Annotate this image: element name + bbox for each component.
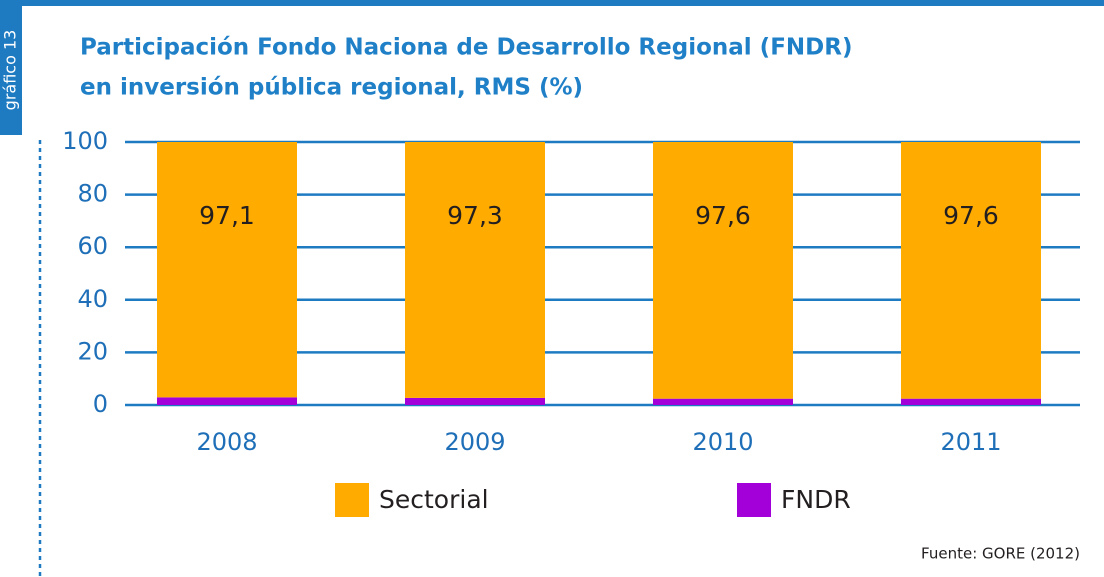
bar-segment [901,398,1041,405]
data-label: 97,3 [447,201,503,230]
data-label: 97,1 [199,201,255,230]
y-tick-label: 80 [77,180,108,208]
data-label: 97,6 [943,201,999,230]
legend-label: Sectorial [379,485,489,514]
data-label: 97,6 [695,201,751,230]
x-tick-label: 2010 [692,428,753,456]
source: Fuente: GORE (2012) [921,545,1080,563]
x-tick-label: 2008 [196,428,257,456]
bar-segment [405,142,545,398]
side-strip [0,0,22,135]
x-tick-label: 2009 [444,428,505,456]
bar-segment [157,142,297,398]
bar-segment [157,397,297,405]
legend-label: FNDR [781,485,851,514]
chart-title: Participación Fondo Naciona de Desarroll… [80,35,852,61]
top-border [0,0,1104,6]
legend-swatch [737,483,771,517]
y-tick-label: 0 [93,390,108,418]
bar-segment [653,142,793,399]
y-tick-label: 40 [77,285,108,313]
y-tick-label: 60 [77,232,108,260]
bar-segment [405,397,545,405]
x-tick-label: 2011 [940,428,1001,456]
bar-segment [901,142,1041,399]
y-tick-label: 20 [77,337,108,365]
chart-title: en inversión pública regional, RMS (%) [80,75,583,101]
y-tick-label: 100 [62,127,108,155]
side-label: gráfico 13 [1,30,20,111]
legend-swatch [335,483,369,517]
bar-segment [653,398,793,405]
